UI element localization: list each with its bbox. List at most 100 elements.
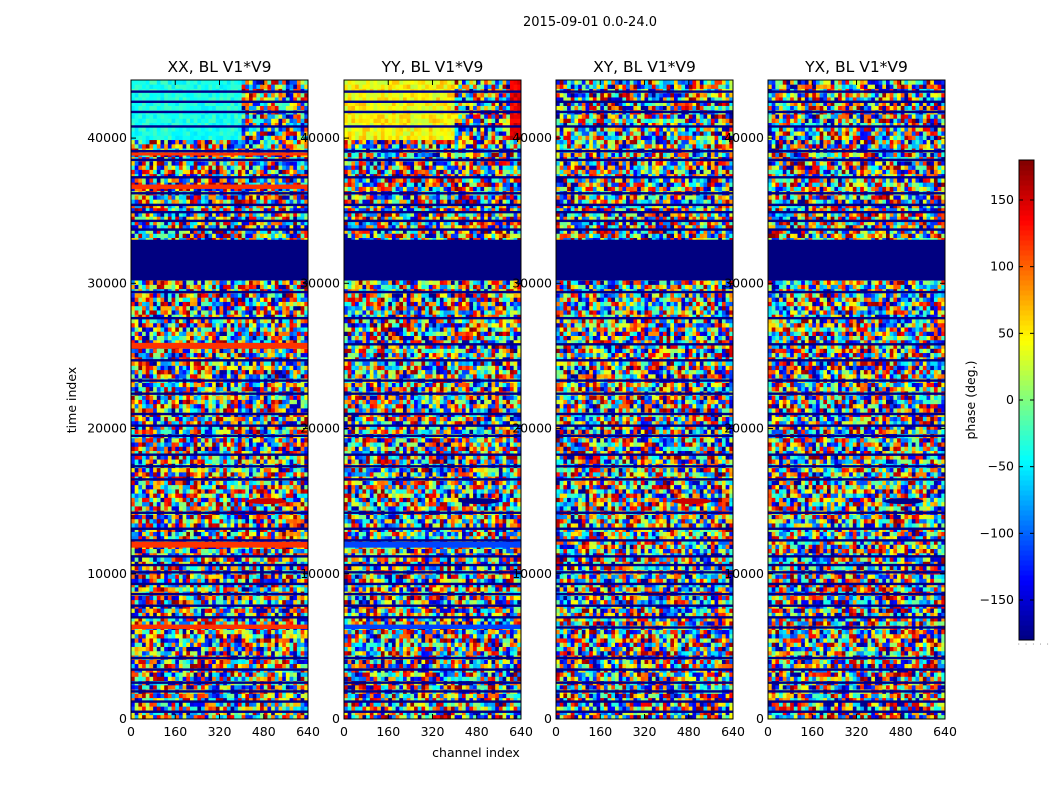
x-tick-label: 480	[465, 724, 489, 739]
flag-line	[344, 616, 521, 619]
flag-line	[131, 434, 308, 438]
colorbar-segment	[1019, 610, 1034, 616]
x-tick-label: 0	[764, 724, 772, 739]
flag-line	[344, 690, 521, 693]
flag-line	[768, 424, 945, 427]
flag-line	[131, 219, 308, 223]
colorbar-segment	[1019, 360, 1034, 366]
flag-line	[556, 210, 733, 214]
flag-line	[131, 290, 308, 294]
flag-line	[556, 434, 733, 438]
colorbar-segment	[1019, 235, 1034, 241]
y-tick-label: 0	[332, 711, 340, 726]
flag-line	[131, 710, 308, 713]
x-tick-label: 640	[721, 724, 745, 739]
panel-3: YX, BL V1*V9 0 160 320 480 640 0 10000 20000 3000…	[724, 58, 957, 739]
colorbar-segment	[1019, 510, 1034, 516]
colorbar-segment	[1019, 485, 1034, 491]
flag-line	[768, 539, 945, 542]
y-tick-label: 40000	[724, 130, 764, 145]
flag-line	[768, 149, 945, 153]
y-tick-label: 10000	[724, 566, 764, 581]
figure-suptitle: 2015-09-01 0.0-24.0	[523, 15, 657, 30]
red-band	[131, 152, 308, 156]
colorbar-segment	[1019, 350, 1034, 356]
colorbar-segment	[1019, 210, 1034, 216]
colorbar-segment	[1019, 500, 1034, 506]
flag-line	[556, 359, 733, 362]
heatmap-cells-1	[344, 80, 521, 719]
flag-line	[131, 392, 308, 395]
colorbar-segment	[1019, 430, 1034, 436]
flag-line	[768, 563, 945, 567]
heatmap-cells-3	[768, 80, 945, 719]
colorbar-segment	[1019, 550, 1034, 556]
colorbar-tick-label: 50	[998, 325, 1014, 340]
flag-line	[131, 149, 308, 153]
flag-line	[768, 110, 945, 114]
flag-line	[344, 539, 521, 542]
flag-line	[768, 626, 945, 629]
colorbar-segment	[1019, 465, 1034, 471]
flag-line	[131, 681, 308, 684]
heatmap-cells-0	[131, 80, 308, 719]
colorbar-segment	[1019, 195, 1034, 201]
colorbar-segment	[1019, 420, 1034, 426]
colorbar-segment	[1019, 180, 1034, 186]
colorbar-segment	[1019, 530, 1034, 536]
colorbar-segment	[1019, 595, 1034, 601]
flag-line	[131, 100, 308, 103]
panel-title-3: YX, BL V1*V9	[804, 58, 908, 76]
colorbar-segment	[1019, 315, 1034, 321]
flag-line	[131, 176, 308, 179]
y-tick-label: 20000	[512, 421, 552, 436]
flag-line	[768, 228, 945, 231]
flag-line	[344, 434, 521, 438]
flag-line	[344, 656, 521, 660]
flag-line	[768, 434, 945, 438]
flag-line	[556, 228, 733, 231]
x-tick-label: 160	[588, 724, 612, 739]
y-tick-label: 10000	[87, 566, 127, 581]
flag-line	[768, 210, 945, 214]
y-tick-label: 30000	[512, 275, 552, 290]
flag-line	[344, 219, 521, 223]
flag-line	[768, 616, 945, 619]
flag-line	[556, 100, 733, 103]
flag-line	[768, 359, 945, 362]
colorbar-segment	[1019, 490, 1034, 496]
colorbar-segment	[1019, 240, 1034, 246]
x-tick-label: 160	[376, 724, 400, 739]
flag-line	[556, 511, 733, 514]
flag-line	[344, 453, 521, 456]
x-tick-label: 0	[127, 724, 135, 739]
flag-line	[768, 690, 945, 693]
colorbar: 150 100 50 0 −50 −100 −150	[980, 159, 1035, 641]
colorbar-segment	[1019, 335, 1034, 341]
x-tick-label: 160	[163, 724, 187, 739]
colorbar-segment	[1019, 285, 1034, 291]
flag-line	[131, 192, 308, 195]
x-tick-label: 480	[677, 724, 701, 739]
colorbar-segment	[1019, 215, 1034, 221]
flag-line	[768, 125, 945, 128]
colorbar-segment	[1019, 585, 1034, 591]
flag-line	[131, 690, 308, 693]
colorbar-segment	[1019, 275, 1034, 281]
colorbar-segment	[1019, 330, 1034, 336]
colorbar-segment	[1019, 535, 1034, 541]
flag-line	[344, 412, 521, 416]
flag-line	[131, 379, 308, 382]
flag-line	[768, 158, 945, 162]
flagged-band	[768, 239, 945, 281]
y-axis-label: time index	[64, 367, 79, 433]
flag-line	[768, 668, 945, 671]
flag-line	[768, 412, 945, 416]
flag-line	[768, 592, 945, 596]
flag-line	[344, 555, 521, 558]
colorbar-segment	[1019, 165, 1034, 171]
flag-line	[131, 527, 308, 530]
flag-line	[768, 219, 945, 223]
colorbar-segment	[1019, 575, 1034, 581]
colorbar-segment	[1019, 225, 1034, 231]
